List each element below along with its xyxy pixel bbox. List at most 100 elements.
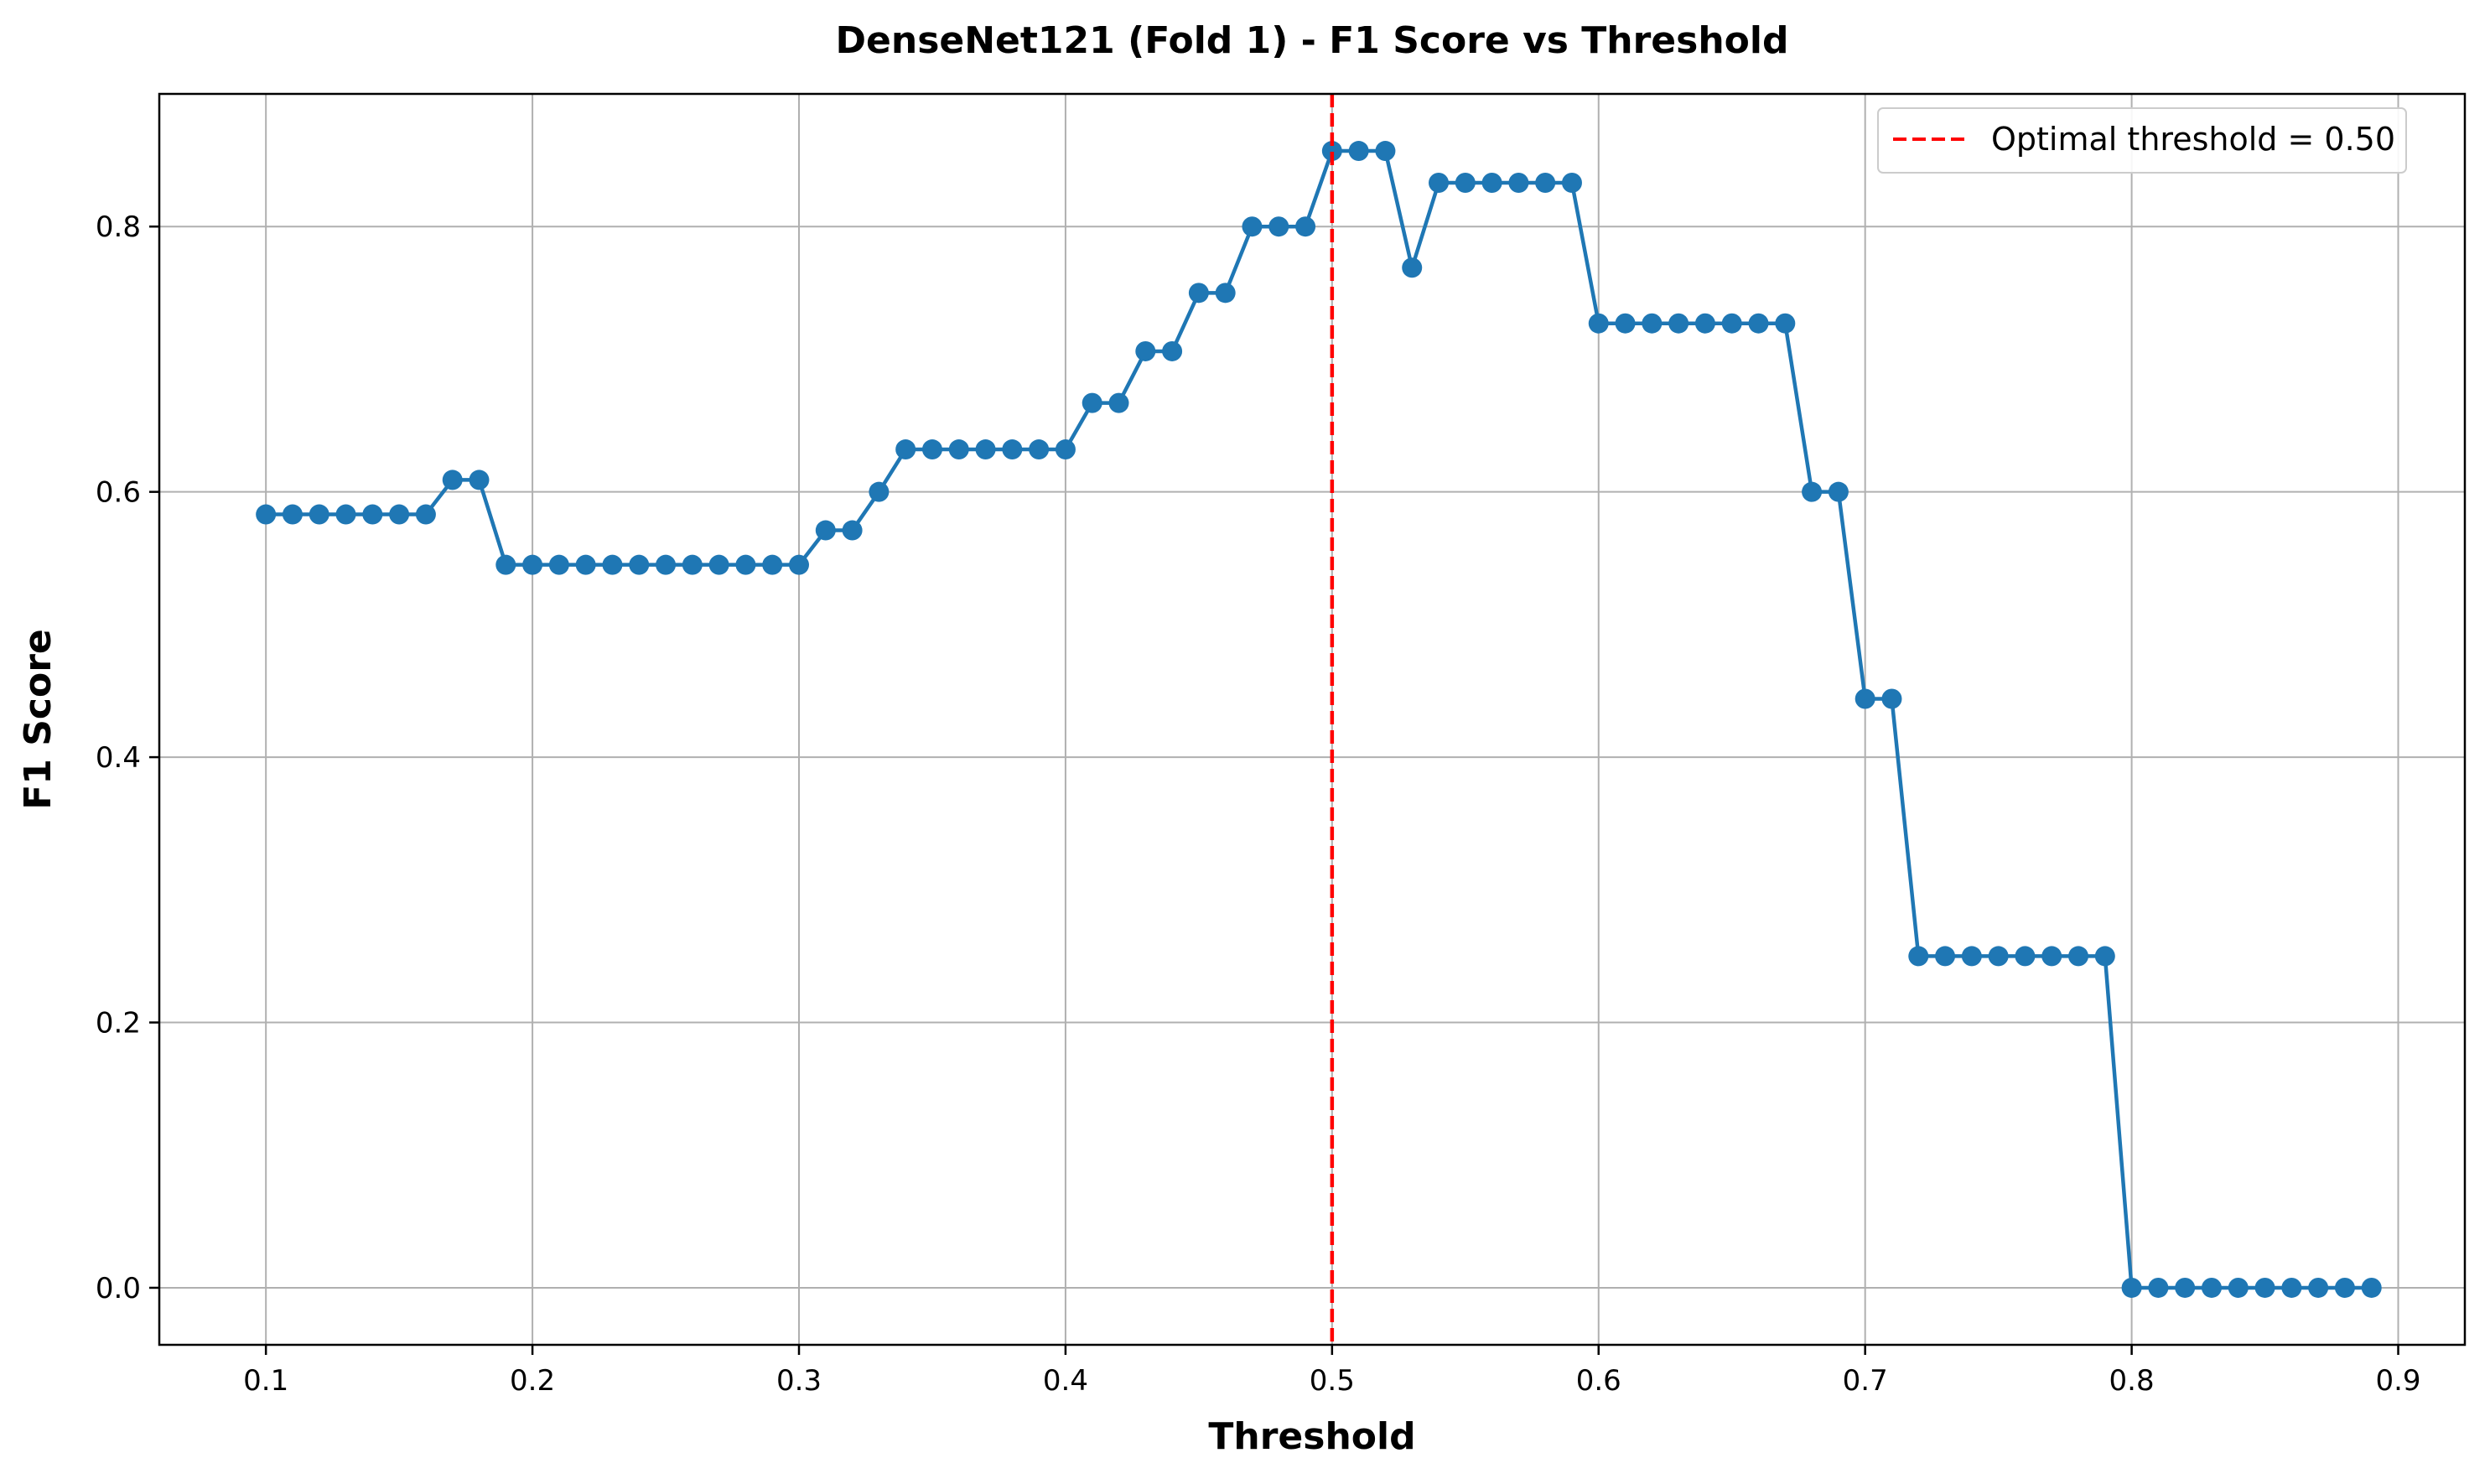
data-point <box>1961 946 1982 967</box>
x-tick-label: 0.2 <box>510 1364 555 1398</box>
data-point <box>842 520 863 541</box>
x-tick-label: 0.7 <box>1843 1364 1888 1398</box>
data-point <box>389 504 410 525</box>
data-point <box>309 504 329 525</box>
x-axis-label: Threshold <box>1208 1415 1415 1458</box>
data-point <box>1988 946 2009 967</box>
x-tick-label: 0.4 <box>1043 1364 1088 1398</box>
data-point <box>762 554 783 575</box>
data-point <box>1855 688 1875 709</box>
x-tick-label: 0.6 <box>1576 1364 1621 1398</box>
series-layer <box>256 141 2382 1298</box>
data-point <box>921 439 942 460</box>
data-point <box>656 554 677 575</box>
x-tick-label: 0.5 <box>1310 1364 1355 1398</box>
data-point <box>2041 946 2062 967</box>
data-point <box>1108 392 1129 413</box>
y-tick-label: 0.2 <box>96 1007 141 1040</box>
data-point <box>682 554 703 575</box>
data-point <box>1535 173 1556 194</box>
x-tick-label: 0.9 <box>2375 1364 2420 1398</box>
data-point <box>1029 439 1050 460</box>
data-point <box>1881 688 1902 709</box>
data-point <box>1215 283 1236 304</box>
data-point <box>282 504 303 525</box>
data-point <box>708 554 729 575</box>
data-point <box>1135 340 1156 361</box>
x-axis-ticks: 0.1 0.2 0.3 0.4 0.5 0.6 0.7 0.8 0.9 <box>243 1345 2421 1398</box>
y-tick-label: 0.4 <box>96 741 141 775</box>
data-point <box>1668 313 1689 334</box>
data-point <box>522 554 543 575</box>
data-point <box>2148 1277 2169 1298</box>
data-point <box>2201 1277 2222 1298</box>
data-point <box>2228 1277 2249 1298</box>
data-point <box>442 470 463 490</box>
data-point <box>2361 1277 2382 1298</box>
data-point <box>735 554 756 575</box>
data-point <box>1162 340 1183 361</box>
x-tick-label: 0.3 <box>776 1364 822 1398</box>
data-point <box>815 520 836 541</box>
data-point <box>1908 946 1929 967</box>
data-point <box>1828 481 1849 502</box>
data-point <box>1721 313 1742 334</box>
y-tick-label: 0.0 <box>96 1272 141 1305</box>
legend-box <box>1877 107 2407 174</box>
data-point <box>1508 173 1529 194</box>
data-point <box>1935 946 1956 967</box>
data-point <box>2068 946 2089 967</box>
data-point <box>415 504 436 525</box>
data-point <box>1348 141 1369 162</box>
data-point <box>1002 439 1023 460</box>
y-axis-label: F1 Score <box>17 629 60 810</box>
data-point <box>2121 1277 2142 1298</box>
data-point <box>1615 313 1636 334</box>
data-point <box>1375 141 1396 162</box>
data-point <box>1402 257 1423 278</box>
legend: Optimal threshold = 0.50 <box>1877 107 2407 174</box>
data-point <box>948 439 969 460</box>
data-point <box>789 554 810 575</box>
data-point <box>548 554 569 575</box>
data-point <box>1748 313 1769 334</box>
data-point <box>895 439 916 460</box>
data-point <box>2094 946 2115 967</box>
data-point <box>1082 392 1102 413</box>
x-tick-label: 0.1 <box>243 1364 288 1398</box>
data-point <box>1429 173 1450 194</box>
data-point <box>1775 313 1796 334</box>
data-point <box>495 554 516 575</box>
data-point <box>1242 216 1263 237</box>
data-point <box>575 554 596 575</box>
plot-frame <box>158 92 2467 1346</box>
data-point <box>2308 1277 2329 1298</box>
data-point <box>2175 1277 2196 1298</box>
data-point <box>1268 216 1289 237</box>
data-point <box>2254 1277 2275 1298</box>
data-point <box>1295 216 1316 237</box>
data-point <box>1455 173 1476 194</box>
data-point <box>1694 313 1715 334</box>
data-point <box>1055 439 1076 460</box>
data-point <box>869 481 890 502</box>
legend-label-optimal-threshold: Optimal threshold = 0.50 <box>1991 121 2395 158</box>
data-point <box>1188 283 1209 304</box>
data-point <box>256 504 277 525</box>
data-point <box>1561 173 1582 194</box>
data-point <box>362 504 383 525</box>
data-point <box>1321 141 1342 162</box>
data-point <box>1481 173 1502 194</box>
data-point <box>2334 1277 2355 1298</box>
chart-title: DenseNet121 (Fold 1) - F1 Score vs Thres… <box>836 19 1789 62</box>
y-tick-label: 0.8 <box>96 210 141 244</box>
data-point <box>2281 1277 2302 1298</box>
data-point <box>602 554 623 575</box>
y-axis-ticks: 0.0 0.2 0.4 0.6 0.8 <box>96 210 159 1305</box>
x-tick-label: 0.8 <box>2109 1364 2155 1398</box>
data-point <box>1642 313 1663 334</box>
data-point <box>2015 946 2036 967</box>
y-tick-label: 0.6 <box>96 476 141 510</box>
data-point <box>1802 481 1823 502</box>
